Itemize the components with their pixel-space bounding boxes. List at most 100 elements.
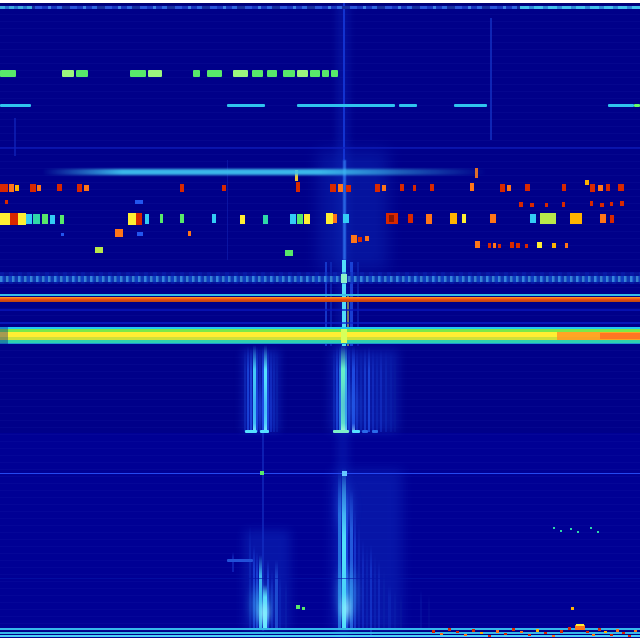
speckle: [338, 184, 343, 192]
streak-line-lower-center-burst: [370, 545, 372, 635]
speckle: [136, 213, 142, 225]
streak-line-upper-left-burst: [276, 351, 278, 432]
green-dash-row: [331, 70, 338, 77]
faint-line-262: [262, 433, 264, 631]
speckle: [42, 214, 48, 224]
speckle: [5, 200, 8, 204]
speckle: [290, 214, 296, 224]
streak-line-lower-center-burst: [378, 560, 380, 630]
speckle: [37, 185, 41, 191]
speckle: [537, 242, 542, 248]
band-yellowgreen: [0, 337, 640, 340]
speckle: [0, 184, 8, 192]
streak-line-lower-center-burst: [342, 468, 346, 630]
streak-line-lower-center-burst: [383, 570, 385, 630]
streak-cut-dash: [362, 429, 368, 433]
cyan-line-293: [0, 293, 640, 296]
green-dash-row: [297, 70, 308, 77]
streak-line-lower-center-burst: [420, 590, 422, 630]
speckle: [600, 214, 606, 223]
speckle: [598, 628, 601, 631]
speckle: [26, 214, 32, 224]
cyan-dash-row: [454, 103, 487, 107]
streak-line-upper-center-burst: [390, 351, 392, 432]
white-edge: [0, 0, 640, 3]
speckle: [128, 213, 136, 225]
speckle: [413, 185, 416, 191]
streak-line-upper-left-burst: [262, 347, 264, 432]
faint-line: [0, 147, 640, 149]
speckle: [60, 215, 64, 224]
speckle: [341, 273, 347, 283]
center-carrier-top: [343, 3, 345, 160]
green-dash-row: [322, 70, 329, 77]
green-dash-row: [62, 70, 74, 77]
speckle: [592, 634, 595, 636]
speckle: [426, 214, 432, 224]
speckle: [222, 185, 226, 191]
speckle: [212, 214, 216, 223]
cyan-dash-row: [0, 103, 31, 107]
speckle: [145, 214, 149, 224]
speckle: [570, 213, 582, 224]
band-green: [0, 329, 640, 332]
speckle: [553, 527, 555, 529]
burst-blob: [250, 380, 272, 435]
cyan-dash-row: [297, 103, 395, 107]
speckle: [498, 244, 501, 248]
speckle: [560, 530, 562, 532]
cyan-dash-row: [399, 103, 417, 107]
streak-line-lower-center-burst: [374, 555, 376, 630]
speckle: [84, 185, 89, 191]
band-cyan-top: [0, 326, 640, 329]
streak-cut-dash: [372, 429, 378, 433]
faint-line: [0, 322, 640, 324]
speckle: [590, 201, 593, 206]
blue-streak-350: [350, 262, 353, 346]
cyan-dash-row: [608, 103, 634, 107]
speckle: [496, 630, 499, 633]
speckle: [620, 201, 624, 206]
dotted-cyan-row-halo: [0, 272, 640, 284]
speckle: [464, 634, 467, 636]
streak-line-upper-center-burst: [333, 349, 335, 432]
green-dash-row: [283, 70, 295, 77]
streak-line-lower-center-burst: [366, 545, 368, 630]
green-dash-row: [76, 70, 88, 77]
green-dash-row: [193, 70, 200, 77]
faint-line-227: [227, 160, 228, 260]
speckle: [610, 634, 613, 636]
faint-line: [0, 578, 640, 579]
green-dash-row: [267, 70, 277, 77]
speckle: [628, 635, 631, 637]
speckle: [525, 244, 528, 248]
streak-cut-dash: [245, 429, 257, 433]
speckle: [346, 185, 351, 192]
burst-blob: [339, 592, 353, 626]
speckle: [160, 214, 163, 223]
speckle: [610, 215, 614, 223]
streak-line-upper-left-burst: [270, 349, 272, 432]
speckle: [297, 214, 303, 224]
streak-line-upper-left-burst: [259, 349, 261, 432]
cyan-dash-row: [227, 103, 265, 107]
speckle: [606, 184, 610, 191]
speckle: [448, 628, 451, 631]
speckle: [365, 236, 369, 241]
streak-line-lower-center-burst: [362, 540, 364, 630]
speckle: [586, 631, 589, 633]
band-teal: [0, 340, 640, 343]
speckle: [341, 329, 347, 343]
streak-line-upper-center-burst: [385, 350, 387, 432]
burst-blob: [336, 375, 362, 435]
speckle: [326, 213, 333, 224]
burst-blob: [334, 478, 356, 538]
speckle: [585, 180, 589, 185]
speckle: [115, 229, 123, 237]
streak-line-upper-left-burst: [253, 345, 256, 432]
burst-blob: [257, 598, 271, 628]
speckle: [296, 182, 300, 192]
yellow-tick-296: [295, 170, 298, 181]
